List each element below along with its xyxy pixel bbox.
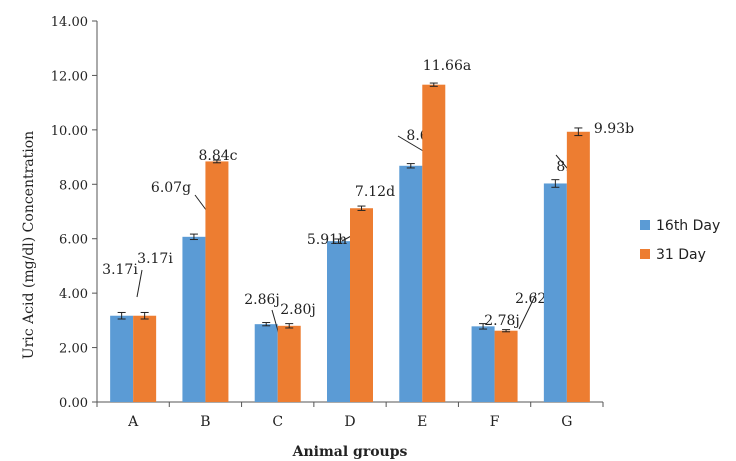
y-tick-label: 8.00	[59, 178, 88, 193]
bar-16th-day	[471, 326, 495, 402]
x-category-label: G	[561, 414, 572, 430]
x-category-label: F	[490, 414, 500, 430]
bar-16th-day	[543, 183, 567, 402]
y-tick-label: 14.00	[51, 15, 88, 30]
data-label: 6.07g	[151, 180, 191, 196]
data-label-leader	[518, 293, 537, 330]
y-tick-label: 10.00	[51, 124, 88, 139]
data-label: 2.80j	[280, 302, 316, 318]
y-tick-label: 2.00	[59, 342, 88, 357]
y-axis-title: Uric Acid (mg/dl) Concentration	[21, 131, 37, 359]
bar-31-day	[422, 84, 446, 402]
bar-31-day	[494, 330, 518, 402]
bar-16th-day	[110, 315, 134, 402]
data-label: 8.84c	[198, 148, 237, 164]
bar-16th-day	[327, 241, 350, 402]
data-label: 3.17i	[102, 262, 138, 278]
x-category-label: D	[344, 414, 355, 430]
bar-31-day	[133, 315, 157, 402]
bar-16th-day	[399, 165, 423, 402]
bar-31-day	[277, 325, 301, 402]
x-category-label: B	[200, 414, 210, 430]
legend-swatch	[640, 249, 650, 259]
y-tick-label: 4.00	[59, 287, 88, 302]
y-tick-label: 12.00	[51, 69, 88, 84]
data-label: 3.17i	[137, 251, 173, 267]
data-label: 9.93b	[594, 121, 634, 137]
x-category-label: A	[127, 414, 139, 430]
data-label: 5.91h	[307, 232, 347, 248]
bar-16th-day	[182, 236, 206, 402]
y-tick-label: 6.00	[59, 233, 88, 248]
bar-16th-day	[254, 324, 278, 402]
bar-31-day	[566, 131, 590, 402]
bar-31-day	[205, 161, 229, 402]
data-label-leader	[136, 269, 143, 298]
legend-label: 31 Day	[656, 247, 706, 263]
x-category-label: C	[272, 414, 283, 430]
x-category-label: E	[417, 414, 427, 430]
legend-label: 16th Day	[656, 218, 720, 234]
data-label: 11.66a	[423, 58, 471, 74]
y-tick-label: 0.00	[59, 396, 88, 411]
data-label: 2.86j	[244, 292, 280, 308]
x-axis-title: Animal groups	[292, 444, 408, 460]
data-label: 2.78j	[484, 313, 520, 329]
bar-31-day	[350, 208, 373, 402]
data-label: 7.12d	[355, 184, 395, 200]
legend-swatch	[640, 220, 650, 230]
